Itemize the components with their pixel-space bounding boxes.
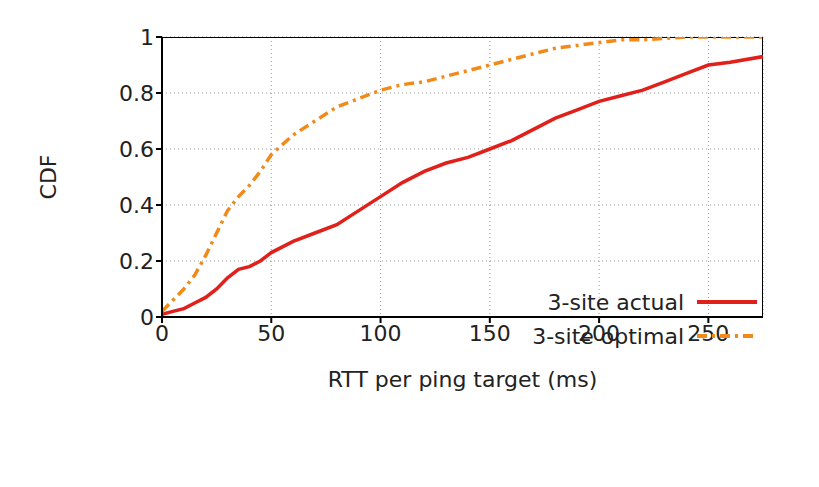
svg-text:0.6: 0.6 — [119, 137, 154, 162]
svg-text:1: 1 — [140, 25, 154, 50]
svg-text:0.2: 0.2 — [119, 249, 154, 274]
svg-text:150: 150 — [469, 321, 511, 346]
svg-text:250: 250 — [687, 321, 729, 346]
svg-text:0.8: 0.8 — [119, 81, 154, 106]
svg-text:100: 100 — [360, 321, 402, 346]
svg-text:50: 50 — [257, 321, 285, 346]
svg-text:RTT per ping target (ms): RTT per ping target (ms) — [328, 367, 598, 392]
svg-text:0: 0 — [140, 305, 154, 330]
svg-text:0: 0 — [155, 321, 169, 346]
svg-text:0.4: 0.4 — [119, 193, 154, 218]
svg-text:CDF: CDF — [36, 155, 61, 200]
svg-text:200: 200 — [578, 321, 620, 346]
